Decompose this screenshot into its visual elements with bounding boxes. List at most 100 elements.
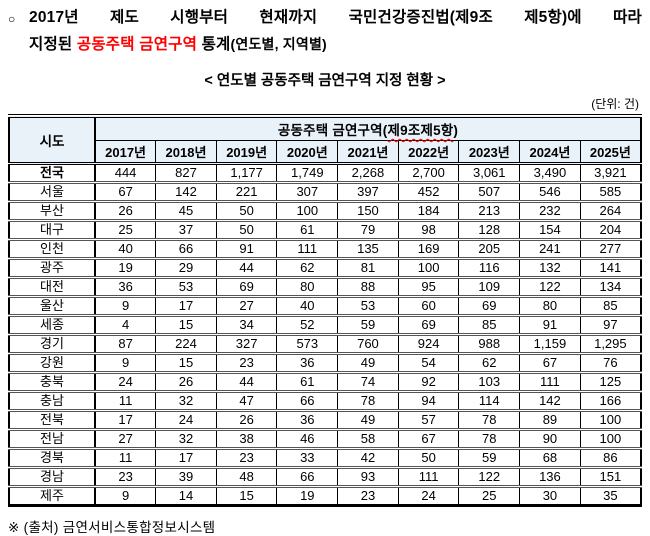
value-cell: 61 <box>276 220 339 240</box>
value-cell: 44 <box>215 258 278 278</box>
value-cell: 103 <box>458 372 521 392</box>
value-cell: 69 <box>397 315 460 335</box>
year-header-cell: 2019년 <box>215 140 278 164</box>
value-cell: 264 <box>579 201 642 221</box>
value-cell: 111 <box>276 239 339 259</box>
value-cell: 128 <box>458 220 521 240</box>
value-cell: 76 <box>579 353 642 373</box>
value-cell: 57 <box>397 410 460 430</box>
value-cell: 93 <box>337 467 399 487</box>
value-cell: 23 <box>337 486 399 506</box>
value-cell: 760 <box>337 334 399 354</box>
region-cell: 서울 <box>8 182 96 202</box>
stats-table: 시도 공동주택 금연구역(제9조제5항) 2017년 2018년 2019년 2020… <box>8 114 642 507</box>
table-body: 전국 444 827 1,177 1,749 2,268 2,700 3,061 3,490 3,… <box>8 163 642 506</box>
value-cell: 94 <box>397 391 460 411</box>
value-cell: 24 <box>155 410 217 430</box>
value-cell: 36 <box>276 353 339 373</box>
region-cell: 대구 <box>8 220 96 240</box>
region-cell: 전국 <box>8 163 96 183</box>
value-cell: 150 <box>337 201 399 221</box>
value-cell: 141 <box>579 258 642 278</box>
value-cell: 74 <box>337 372 399 392</box>
value-cell: 38 <box>215 429 278 449</box>
year-header-cell: 2024년 <box>519 140 581 164</box>
value-cell: 47 <box>215 391 278 411</box>
value-cell: 98 <box>397 220 460 240</box>
value-cell: 397 <box>337 182 399 202</box>
table-row: 강원 9 15 23 36 49 54 62 67 76 <box>8 353 642 373</box>
value-cell: 546 <box>519 182 581 202</box>
table-row: 경남 23 39 48 66 93 111 122 136 151 <box>8 467 642 487</box>
value-cell: 100 <box>579 410 642 430</box>
value-cell: 585 <box>579 182 642 202</box>
value-cell: 79 <box>337 220 399 240</box>
value-cell: 48 <box>215 467 278 487</box>
spellcheck-underline-text: 제9조제5항 <box>387 123 454 138</box>
value-cell: 204 <box>579 220 642 240</box>
value-cell: 78 <box>337 391 399 411</box>
value-cell: 507 <box>458 182 521 202</box>
value-cell: 67 <box>94 182 157 202</box>
value-cell: 4 <box>94 315 157 335</box>
value-cell: 61 <box>276 372 339 392</box>
table-row: 광주 19 29 44 62 81 100 116 132 141 <box>8 258 642 278</box>
value-cell: 19 <box>276 486 339 506</box>
value-cell: 26 <box>94 201 157 221</box>
table-row: 세종 4 15 34 52 59 69 85 91 97 <box>8 315 642 335</box>
value-cell: 213 <box>458 201 521 221</box>
value-cell: 30 <box>519 486 581 506</box>
region-cell: 경남 <box>8 467 96 487</box>
red-highlight-text: 공동주택 금연구역 <box>76 36 198 53</box>
value-cell: 62 <box>458 353 521 373</box>
value-cell: 29 <box>155 258 217 278</box>
value-cell: 44 <box>215 372 278 392</box>
value-cell: 86 <box>579 448 642 468</box>
region-cell: 제주 <box>8 486 96 506</box>
value-cell: 50 <box>215 220 278 240</box>
region-cell: 경북 <box>8 448 96 468</box>
value-cell: 15 <box>215 486 278 506</box>
table-row: 울산 9 17 27 40 53 60 69 80 85 <box>8 296 642 316</box>
value-cell: 54 <box>397 353 460 373</box>
value-cell: 205 <box>458 239 521 259</box>
value-cell: 97 <box>579 315 642 335</box>
value-cell: 67 <box>397 429 460 449</box>
value-cell: 90 <box>519 429 581 449</box>
value-cell: 125 <box>579 372 642 392</box>
value-cell: 60 <box>397 296 460 316</box>
value-cell: 9 <box>94 296 157 316</box>
value-cell: 25 <box>458 486 521 506</box>
value-cell: 92 <box>397 372 460 392</box>
value-cell: 151 <box>579 467 642 487</box>
value-cell: 68 <box>519 448 581 468</box>
value-cell: 80 <box>276 277 339 297</box>
value-cell: 827 <box>155 163 217 183</box>
year-header-cell: 2021년 <box>337 140 399 164</box>
value-cell: 49 <box>337 353 399 373</box>
value-cell: 42 <box>337 448 399 468</box>
value-cell: 327 <box>215 334 278 354</box>
year-header-cell: 2023년 <box>458 140 521 164</box>
table-row: 전북 17 24 26 36 49 57 78 89 100 <box>8 410 642 430</box>
value-cell: 166 <box>579 391 642 411</box>
value-cell: 23 <box>215 353 278 373</box>
value-cell: 444 <box>94 163 157 183</box>
value-cell: 34 <box>215 315 278 335</box>
value-cell: 1,295 <box>579 334 642 354</box>
value-cell: 88 <box>337 277 399 297</box>
value-cell: 100 <box>579 429 642 449</box>
value-cell: 1,177 <box>215 163 278 183</box>
value-cell: 26 <box>155 372 217 392</box>
value-cell: 17 <box>155 448 217 468</box>
value-cell: 36 <box>94 277 157 297</box>
value-cell: 111 <box>397 467 460 487</box>
value-cell: 91 <box>519 315 581 335</box>
value-cell: 91 <box>215 239 278 259</box>
value-cell: 50 <box>397 448 460 468</box>
value-cell: 142 <box>155 182 217 202</box>
value-cell: 17 <box>94 410 157 430</box>
region-cell: 경기 <box>8 334 96 354</box>
value-cell: 53 <box>155 277 217 297</box>
